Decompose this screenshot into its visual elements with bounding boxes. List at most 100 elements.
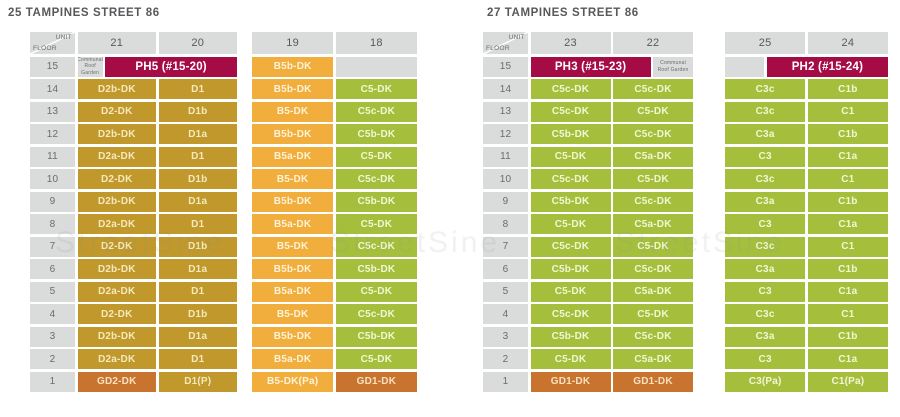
- unit-cell[interactable]: D2-DK: [77, 169, 156, 189]
- unit-cell[interactable]: C5-DK: [530, 349, 611, 369]
- unit-cell[interactable]: C5-DK: [613, 236, 693, 257]
- unit-cell[interactable]: C5c-DK: [335, 304, 417, 324]
- unit-cell[interactable]: D1: [158, 281, 237, 302]
- ground-unit-cell[interactable]: GD1-DK: [335, 371, 417, 392]
- unit-cell[interactable]: D1: [158, 214, 237, 234]
- unit-cell[interactable]: C1b: [807, 124, 888, 144]
- unit-cell[interactable]: C3c: [725, 79, 806, 99]
- unit-cell[interactable]: C5c-DK: [613, 79, 693, 99]
- unit-cell[interactable]: C5-DK: [613, 304, 693, 324]
- ground-unit-cell[interactable]: GD2-DK: [77, 371, 156, 392]
- unit-cell[interactable]: C1a: [807, 349, 888, 369]
- unit-cell[interactable]: D1a: [158, 326, 237, 347]
- unit-cell[interactable]: C5c-DK: [530, 169, 611, 189]
- unit-cell[interactable]: D2b-DK: [77, 124, 156, 144]
- unit-cell[interactable]: C5b-DK: [530, 259, 611, 279]
- unit-cell[interactable]: D1a: [158, 259, 237, 279]
- unit-cell[interactable]: D2b-DK: [77, 259, 156, 279]
- unit-cell[interactable]: C5b-DK: [335, 259, 417, 279]
- unit-cell[interactable]: B5a-DK: [252, 281, 334, 302]
- unit-cell[interactable]: C3: [725, 214, 806, 234]
- unit-cell[interactable]: D1b: [158, 236, 237, 257]
- unit-cell[interactable]: C5a-DK: [613, 349, 693, 369]
- unit-cell[interactable]: C1: [807, 101, 888, 122]
- unit-cell[interactable]: C1: [807, 169, 888, 189]
- unit-cell[interactable]: C1b: [807, 259, 888, 279]
- unit-cell[interactable]: C5c-DK: [613, 259, 693, 279]
- unit-cell[interactable]: B5a-DK: [252, 214, 334, 234]
- unit-cell[interactable]: D2a-DK: [77, 349, 156, 369]
- unit-cell[interactable]: D2a-DK: [77, 146, 156, 167]
- unit-cell[interactable]: C3c: [725, 304, 806, 324]
- unit-cell[interactable]: C5-DK: [335, 281, 417, 302]
- unit-cell[interactable]: C5b-DK: [335, 124, 417, 144]
- unit-cell[interactable]: D2b-DK: [77, 326, 156, 347]
- unit-cell[interactable]: C5c-DK: [530, 236, 611, 257]
- unit-cell[interactable]: B5b-DK: [252, 259, 334, 279]
- unit-cell[interactable]: C1(Pa): [807, 371, 888, 392]
- unit-cell[interactable]: D1b: [158, 101, 237, 122]
- unit-cell[interactable]: C1b: [807, 326, 888, 347]
- unit-cell[interactable]: C5a-DK: [613, 214, 693, 234]
- unit-cell[interactable]: D2b-DK: [77, 79, 156, 99]
- unit-cell[interactable]: C3a: [725, 191, 806, 212]
- unit-cell[interactable]: B5b-DK: [252, 79, 334, 99]
- unit-cell[interactable]: C3a: [725, 326, 806, 347]
- unit-cell[interactable]: D2-DK: [77, 304, 156, 324]
- unit-cell[interactable]: C5-DK: [335, 79, 417, 99]
- ground-unit-cell[interactable]: GD1-DK: [530, 371, 611, 392]
- unit-cell[interactable]: D1(P): [158, 371, 237, 392]
- ground-unit-cell[interactable]: GD1-DK: [613, 371, 693, 392]
- unit-cell[interactable]: B5-DK: [252, 101, 334, 122]
- unit-cell[interactable]: C3: [725, 281, 806, 302]
- unit-cell[interactable]: C3c: [725, 101, 806, 122]
- unit-cell[interactable]: C3(Pa): [725, 371, 806, 392]
- unit-cell[interactable]: D1: [158, 79, 237, 99]
- unit-cell[interactable]: B5b-DK: [252, 191, 334, 212]
- unit-cell[interactable]: C5b-DK: [530, 191, 611, 212]
- unit-cell[interactable]: D2b-DK: [77, 191, 156, 212]
- unit-cell[interactable]: C5c-DK: [335, 101, 417, 122]
- unit-cell[interactable]: C5a-DK: [613, 281, 693, 302]
- penthouse-cell[interactable]: PH3 (#15-23): [530, 56, 651, 77]
- unit-cell[interactable]: C5a-DK: [613, 146, 693, 167]
- unit-cell[interactable]: B5b-DK: [252, 326, 334, 347]
- unit-cell[interactable]: C5b-DK: [530, 326, 611, 347]
- unit-cell[interactable]: C5b-DK: [530, 124, 611, 144]
- unit-cell[interactable]: C5c-DK: [335, 236, 417, 257]
- unit-cell[interactable]: D1: [158, 146, 237, 167]
- unit-cell[interactable]: B5b-DK: [252, 56, 334, 77]
- unit-cell[interactable]: C5-DK: [530, 214, 611, 234]
- unit-cell[interactable]: C1: [807, 236, 888, 257]
- unit-cell[interactable]: C5-DK: [335, 214, 417, 234]
- penthouse-cell[interactable]: PH2 (#15-24): [766, 56, 888, 77]
- unit-cell[interactable]: C5-DK: [335, 146, 417, 167]
- unit-cell[interactable]: C1: [807, 304, 888, 324]
- unit-cell[interactable]: C3: [725, 146, 806, 167]
- unit-cell[interactable]: B5-DK(Pa): [252, 371, 334, 392]
- unit-cell[interactable]: C5-DK: [335, 349, 417, 369]
- unit-cell[interactable]: B5a-DK: [252, 349, 334, 369]
- unit-cell[interactable]: C5-DK: [613, 169, 693, 189]
- unit-cell[interactable]: B5a-DK: [252, 146, 334, 167]
- unit-cell[interactable]: C3a: [725, 259, 806, 279]
- unit-cell[interactable]: D1a: [158, 191, 237, 212]
- unit-cell[interactable]: C3: [725, 349, 806, 369]
- unit-cell[interactable]: C5c-DK: [613, 326, 693, 347]
- unit-cell[interactable]: D1b: [158, 169, 237, 189]
- unit-cell[interactable]: C5c-DK: [613, 191, 693, 212]
- unit-cell[interactable]: B5-DK: [252, 304, 334, 324]
- unit-cell[interactable]: C1a: [807, 281, 888, 302]
- unit-cell[interactable]: C3a: [725, 124, 806, 144]
- unit-cell[interactable]: D1: [158, 349, 237, 369]
- unit-cell[interactable]: C5c-DK: [335, 169, 417, 189]
- unit-cell[interactable]: C5b-DK: [335, 326, 417, 347]
- unit-cell[interactable]: C3c: [725, 236, 806, 257]
- unit-cell[interactable]: C5-DK: [530, 281, 611, 302]
- unit-cell[interactable]: C1a: [807, 214, 888, 234]
- unit-cell[interactable]: D1b: [158, 304, 237, 324]
- unit-cell[interactable]: D1a: [158, 124, 237, 144]
- unit-cell[interactable]: C5b-DK: [335, 191, 417, 212]
- unit-cell[interactable]: C5c-DK: [530, 304, 611, 324]
- unit-cell[interactable]: B5-DK: [252, 169, 334, 189]
